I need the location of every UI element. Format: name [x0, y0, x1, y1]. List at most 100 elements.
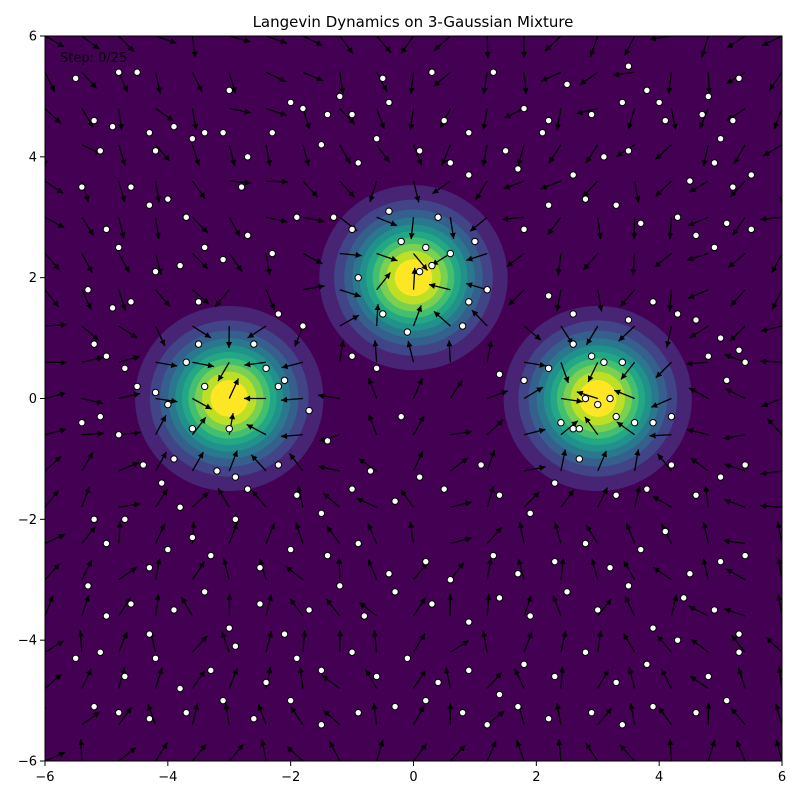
score-arrow-head [56, 187, 64, 194]
particle-point [581, 394, 590, 403]
score-arrow-head [318, 217, 325, 224]
particle-point [637, 545, 645, 554]
score-arrow-head [521, 51, 528, 58]
score-arrow-head [134, 430, 141, 437]
particle-point [458, 322, 467, 330]
score-arrow-head [728, 261, 735, 268]
score-arrow-head [687, 255, 694, 262]
score-arrow-head [420, 743, 427, 751]
particle-point [280, 376, 289, 385]
score-arrow-head [778, 196, 782, 203]
particle-point [188, 533, 197, 542]
particle-point [446, 249, 455, 258]
score-arrow-head [485, 594, 492, 601]
score-arrow-head [348, 190, 355, 198]
particle-point [538, 128, 547, 137]
score-arrow-head [167, 115, 174, 122]
score-arrow-head [586, 524, 592, 532]
score-arrow-head [384, 272, 391, 280]
particle-point [594, 400, 602, 409]
score-arrow-head [381, 84, 387, 92]
score-arrow-head [84, 595, 90, 602]
score-arrow-head [132, 462, 139, 468]
score-arrow-head [700, 50, 707, 58]
score-arrow-head [775, 521, 782, 529]
score-arrow-head [52, 300, 59, 308]
particle-point [391, 588, 399, 596]
score-arrow-head [86, 560, 92, 567]
score-arrow-head [776, 594, 782, 601]
x-tick-label: 2 [532, 770, 540, 785]
particle-point [176, 261, 184, 270]
particle-point [145, 201, 154, 209]
score-arrow-head [710, 739, 716, 747]
score-arrow-head [367, 559, 374, 567]
score-arrow-head [200, 635, 208, 643]
particle-point [348, 352, 356, 360]
score-arrow-head [538, 427, 546, 434]
particle-point [649, 418, 657, 427]
score-arrow-head [723, 434, 730, 441]
score-arrow-head [539, 464, 546, 471]
particle-point [741, 358, 749, 366]
score-arrow-head [769, 83, 776, 91]
score-arrow-head [289, 598, 296, 605]
score-arrow-head [470, 225, 477, 232]
particle-point [465, 298, 473, 306]
particle-point [225, 86, 233, 95]
score-arrow-head [368, 195, 375, 202]
score-arrow-head [384, 46, 391, 53]
score-arrow-head [421, 263, 428, 271]
score-arrow-head [78, 739, 85, 746]
score-arrow-head [481, 87, 488, 94]
particle-point [612, 201, 620, 209]
particle-point [544, 364, 553, 372]
particle-point [151, 388, 160, 397]
score-arrow-head [657, 453, 664, 461]
score-arrow-head [553, 522, 560, 529]
score-arrow-head [457, 562, 464, 569]
particle-point [127, 183, 135, 191]
score-arrow-head [616, 421, 624, 428]
particle-point [526, 612, 534, 620]
particle-point [194, 298, 203, 306]
score-arrow-head [447, 702, 454, 709]
score-arrow-head [93, 711, 100, 718]
score-arrow-head [687, 220, 695, 227]
particle-point [422, 696, 430, 705]
score-arrow-head [433, 311, 441, 318]
score-arrow-head [490, 740, 497, 748]
score-arrow-head [280, 110, 287, 117]
score-arrow-head [419, 597, 426, 605]
particle-point [569, 171, 577, 179]
score-arrow-head [321, 675, 329, 682]
particle-point [151, 654, 160, 662]
score-arrow-head [192, 123, 199, 131]
particle-point [673, 213, 682, 221]
particle-point [243, 231, 252, 240]
score-arrow-head [234, 229, 240, 237]
particle-point [428, 261, 436, 270]
particle-point [563, 80, 571, 89]
particle-point [428, 600, 436, 608]
particle-point [372, 364, 381, 372]
score-arrow-head [199, 192, 206, 199]
score-arrow-head [323, 492, 330, 500]
score-arrow-head [48, 595, 54, 603]
particle-point [483, 286, 491, 294]
particle-point [379, 310, 387, 318]
particle-point [90, 116, 98, 125]
particle-point [268, 249, 276, 258]
particle-point [305, 606, 313, 614]
score-arrow-head [619, 744, 627, 752]
particle-point [323, 437, 332, 445]
score-arrow-head [92, 43, 100, 50]
score-arrow-head [117, 123, 124, 131]
score-arrow-head [620, 299, 627, 307]
score-arrow-head [703, 485, 710, 492]
score-arrow-head [197, 451, 204, 459]
score-arrow-head [488, 486, 495, 493]
score-arrow-head [226, 594, 233, 601]
score-arrow-head [326, 525, 333, 533]
particle-point [600, 153, 608, 161]
